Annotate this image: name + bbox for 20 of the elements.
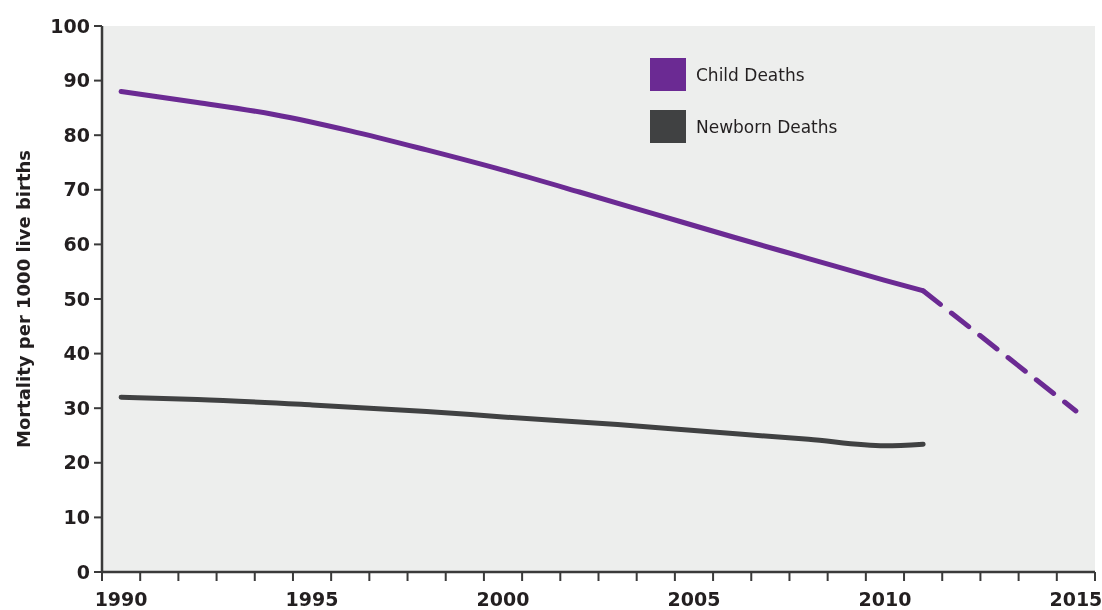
y-tick-label: 10 bbox=[63, 506, 90, 529]
y-axis-title: Mortality per 1000 live births bbox=[13, 149, 34, 449]
y-tick-label: 40 bbox=[63, 342, 90, 365]
y-tick-label: 0 bbox=[76, 560, 90, 583]
y-tick-label: 60 bbox=[63, 233, 90, 256]
y-tick-label: 80 bbox=[63, 123, 90, 146]
x-tick-label: 2010 bbox=[858, 588, 912, 610]
y-tick-label: 50 bbox=[63, 287, 90, 310]
legend-label: Child Deaths bbox=[696, 64, 805, 85]
y-tick-label: 20 bbox=[63, 451, 90, 474]
x-tick-label: 1990 bbox=[94, 588, 148, 610]
legend-label: Newborn Deaths bbox=[696, 116, 838, 137]
x-tick-label: 1995 bbox=[285, 588, 339, 610]
x-tick-label: 2005 bbox=[667, 588, 721, 610]
x-tick-label: 2000 bbox=[476, 588, 530, 610]
y-tick-label: 90 bbox=[63, 69, 90, 92]
y-tick-label: 70 bbox=[63, 178, 90, 201]
y-tick-label: 100 bbox=[50, 14, 90, 37]
y-tick-label: 30 bbox=[63, 396, 90, 419]
x-tick-label: 2015 bbox=[1049, 588, 1102, 610]
